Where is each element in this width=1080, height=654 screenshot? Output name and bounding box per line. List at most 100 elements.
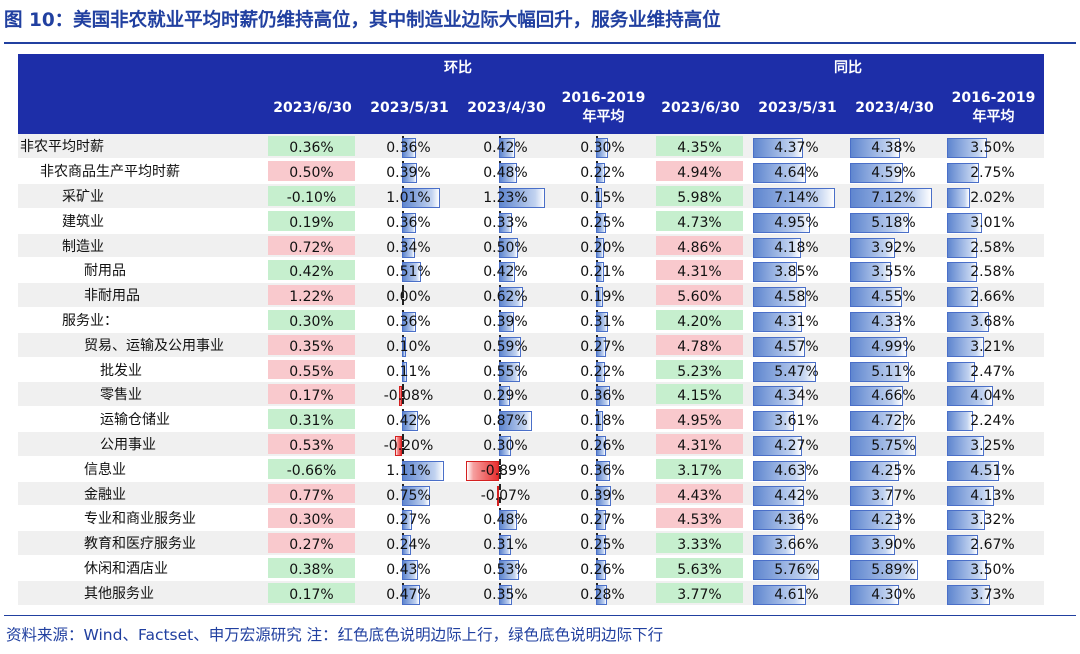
positive-data-bar [947,361,976,382]
value-cell: 4.27% [749,431,846,457]
positive-data-bar [596,287,604,308]
value-text: 4.25% [871,462,916,479]
value-text: 4.51% [970,462,1015,479]
value-cell: 2.24% [943,406,1044,433]
value-text: 3.85% [774,264,819,281]
value-cell: 4.31% [749,307,846,333]
value-cell: -0.07% [458,481,555,507]
data-bar-box: 4.04% [947,384,1038,407]
positive-data-bar [596,312,608,333]
positive-data-bar [753,237,801,258]
data-bar-box: 2.58% [947,236,1038,258]
column-header: 2023/4/30 [846,82,943,134]
value-text: 0.17% [289,388,334,405]
value-cell: 0.55% [458,357,555,383]
positive-data-bar [753,485,804,506]
value-cell: 3.50% [943,555,1044,581]
column-header: 2023/6/30 [264,82,361,134]
data-bar-box: 0.26% [559,558,646,581]
data-bar-box: 0.00% [365,285,452,305]
value-text: 0.34% [386,239,431,256]
value-cell-down: 4.73% [652,208,749,234]
highlight-box: 0.77% [268,483,355,504]
value-text: 0.42% [289,264,334,281]
highlight-box: 5.63% [656,558,743,578]
value-cell: 0.48% [458,158,555,185]
negative-data-bar [394,436,403,457]
positive-data-bar [596,460,610,481]
data-bar-box: 2.47% [947,360,1038,382]
data-bar-box: 0.22% [559,359,646,382]
positive-data-bar [753,361,816,382]
value-text: 4.13% [970,487,1015,504]
positive-data-bar [499,287,523,308]
value-text: 4.66% [871,388,916,405]
value-cell-up: 0.35% [264,332,361,358]
value-cell: 4.63% [749,456,846,482]
positive-data-bar [499,386,511,407]
value-cell: -0.08% [361,381,458,408]
table-row: 耐用品 0.42% 0.51% 0.42% 0.21% 4.31% 3.85% 3.55% 2.… [18,257,1044,284]
data-bar-box: 0.47% [365,582,452,605]
positive-data-bar [850,535,895,556]
data-bar-box: 4.95% [753,211,840,233]
value-text: 1.23% [483,190,528,207]
data-bar-box: 2.75% [947,161,1038,184]
value-text: 3.21% [970,338,1015,355]
value-text: 4.04% [970,388,1015,405]
value-cell-up: 0.30% [264,505,361,532]
value-cell: 7.14% [749,183,846,209]
positive-data-bar [499,584,513,605]
value-cell: 2.67% [943,530,1044,557]
value-cell: 4.34% [749,381,846,408]
value-cell: 1.23% [458,183,555,209]
data-bar-box: 3.01% [947,211,1038,233]
data-bar-box: 3.25% [947,434,1038,457]
highlight-box: 5.23% [656,359,743,380]
highlight-box: 5.98% [656,186,743,206]
positive-data-bar [753,138,804,158]
highlight-box: 1.22% [268,285,355,305]
value-text: 2.58% [970,239,1015,256]
row-label: 服务业： [18,307,264,333]
value-text: 0.38% [289,562,334,579]
value-text: 4.55% [871,289,916,306]
value-text: 4.31% [677,264,722,281]
positive-data-bar [947,485,995,506]
highlight-box: 4.20% [656,310,743,330]
positive-data-bar [850,485,894,506]
value-cell: 0.26% [555,431,652,457]
positive-data-bar [753,436,802,457]
data-bar-box: 4.64% [753,161,840,184]
value-cell: 4.23% [846,505,943,532]
value-text: 3.77% [677,586,722,603]
row-label: 耐用品 [18,257,264,284]
data-bar-box: 0.27% [365,508,452,531]
value-text: 0.31% [580,314,625,331]
value-cell: 0.35% [458,580,555,606]
value-text: 0.22% [580,165,625,182]
positive-data-bar [402,237,416,258]
value-text: 1.01% [386,190,431,207]
value-text: 0.75% [386,487,431,504]
value-cell-down: 0.17% [264,580,361,606]
value-text: 4.95% [677,413,722,430]
value-cell-down: 5.98% [652,183,749,209]
negative-data-bar [399,386,403,407]
table-row: 专业和商业服务业 0.30% 0.27% 0.48% 0.27% 4.53% 4.36% 4.… [18,505,1044,532]
value-text: 3.17% [677,462,722,479]
value-cell-down: 0.19% [264,208,361,234]
data-bar-box: 2.66% [947,285,1038,308]
positive-data-bar [499,411,532,432]
data-bar-box: 0.36% [365,310,452,333]
value-cell: 0.28% [555,580,652,606]
value-cell-up: 0.53% [264,431,361,457]
value-text: 4.31% [774,314,819,331]
value-text: 3.55% [871,264,916,281]
value-cell-down: -0.10% [264,183,361,209]
value-text: 3.92% [871,239,916,256]
positive-data-bar [947,535,978,556]
value-cell: 0.20% [555,233,652,259]
value-cell: 3.50% [943,134,1044,160]
positive-data-bar [850,510,899,531]
